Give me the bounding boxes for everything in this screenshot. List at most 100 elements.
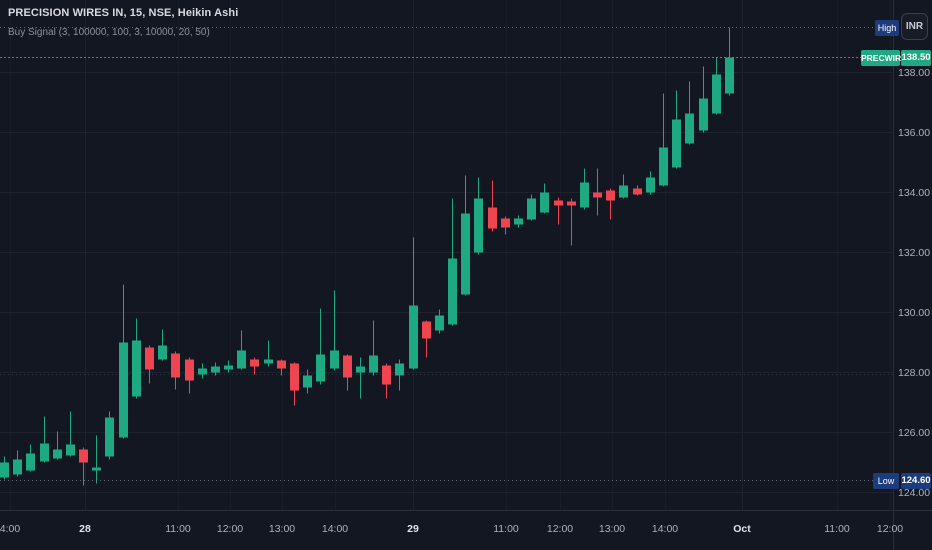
candle-body xyxy=(422,321,431,339)
candle xyxy=(250,357,259,375)
candle-body xyxy=(501,218,510,228)
candle xyxy=(488,180,497,232)
candle xyxy=(145,345,154,384)
candle-body xyxy=(264,359,273,364)
candle xyxy=(26,444,35,472)
time-tick-label: Oct xyxy=(733,523,751,535)
candle xyxy=(171,351,180,390)
candle-body xyxy=(488,207,497,229)
candle-body xyxy=(185,359,194,381)
price-tick-label: 130.00 xyxy=(898,307,930,319)
candle-body xyxy=(725,57,734,94)
candle xyxy=(66,411,75,457)
price-tick-label: 136.00 xyxy=(898,127,930,139)
candle-body xyxy=(105,417,114,457)
candle-body xyxy=(0,462,9,478)
candle-body xyxy=(409,305,418,369)
candle xyxy=(237,330,246,370)
time-tick-label: 11:00 xyxy=(493,523,519,535)
candle-body xyxy=(580,182,589,208)
candle xyxy=(395,359,404,391)
candle-body xyxy=(303,375,312,388)
candle xyxy=(92,435,101,484)
candle-body xyxy=(540,192,549,213)
candle-body xyxy=(26,453,35,471)
candle-body xyxy=(461,213,470,295)
candle xyxy=(409,237,418,370)
candle-body xyxy=(53,449,62,459)
candle-body xyxy=(672,119,681,168)
candle-body xyxy=(382,365,391,385)
candle xyxy=(264,340,273,367)
candle-body xyxy=(343,355,352,378)
candle-body xyxy=(593,192,602,198)
time-tick-label: 4:00 xyxy=(0,523,20,535)
candle xyxy=(633,185,642,196)
candle-body xyxy=(395,363,404,376)
candle xyxy=(540,183,549,214)
candle xyxy=(316,308,325,385)
candle xyxy=(606,188,615,220)
candle xyxy=(567,198,576,246)
price-tick-label: 132.00 xyxy=(898,247,930,259)
price-tick-label: 126.00 xyxy=(898,427,930,439)
symbol-title[interactable]: PRECISION WIRES IN, 15, NSE, Heikin Ashi xyxy=(8,7,239,19)
candles-layer xyxy=(0,27,734,486)
candle-body xyxy=(250,359,259,367)
candle xyxy=(185,357,194,394)
candle-body xyxy=(369,355,378,373)
time-tick-label: 12:00 xyxy=(547,523,573,535)
candle xyxy=(725,27,734,96)
price-tick-label: 138.00 xyxy=(898,67,930,79)
currency-button[interactable]: INR xyxy=(901,13,928,40)
candle-body xyxy=(171,353,180,378)
candle xyxy=(685,81,694,145)
time-axis[interactable]: 4:00 28 11:00 12:00 13:00 14:00 29 11:00 12:00 13… xyxy=(0,523,903,535)
candle-body xyxy=(356,366,365,373)
candle xyxy=(211,362,220,376)
indicator-label[interactable]: Buy Signal (3, 100000, 100, 3, 10000, 20… xyxy=(8,27,210,38)
candle-body xyxy=(132,340,141,397)
time-tick-label: 13:00 xyxy=(599,523,625,535)
candle xyxy=(224,360,233,373)
candle-body xyxy=(224,365,233,370)
candle-body xyxy=(435,315,444,331)
candle xyxy=(474,177,483,255)
candle xyxy=(198,363,207,379)
candle-body xyxy=(554,200,563,206)
candle xyxy=(79,447,88,486)
low-price-badge: Low xyxy=(873,472,899,489)
candle-body xyxy=(145,347,154,370)
candle-body xyxy=(330,350,339,369)
candle xyxy=(527,194,536,221)
candle xyxy=(422,320,431,358)
candle-body xyxy=(119,342,128,438)
candle-body xyxy=(13,459,22,475)
candle-body xyxy=(685,113,694,144)
candle-body xyxy=(316,354,325,382)
candle xyxy=(554,197,563,225)
candle xyxy=(646,171,655,195)
candle-body xyxy=(277,360,286,369)
candle xyxy=(105,411,114,460)
candle-body xyxy=(619,185,628,198)
candle xyxy=(40,416,49,463)
gridlines xyxy=(0,0,893,510)
candle-body xyxy=(567,201,576,206)
candle xyxy=(461,175,470,296)
candle xyxy=(619,174,628,199)
candle xyxy=(53,431,62,460)
candle xyxy=(132,318,141,399)
candle xyxy=(435,309,444,334)
candle xyxy=(448,198,457,326)
time-tick-label: 14:00 xyxy=(322,523,348,535)
candle xyxy=(356,357,365,399)
candle xyxy=(290,362,299,406)
candle-body xyxy=(606,190,615,201)
time-tick-label: 14:00 xyxy=(652,523,678,535)
time-tick-label: 28 xyxy=(79,523,91,535)
candle xyxy=(699,66,708,133)
price-axis[interactable]: 138.00 136.00 134.00 132.00 130.00 128.00 126.… xyxy=(898,67,930,499)
time-tick-label: 11:00 xyxy=(165,523,191,535)
